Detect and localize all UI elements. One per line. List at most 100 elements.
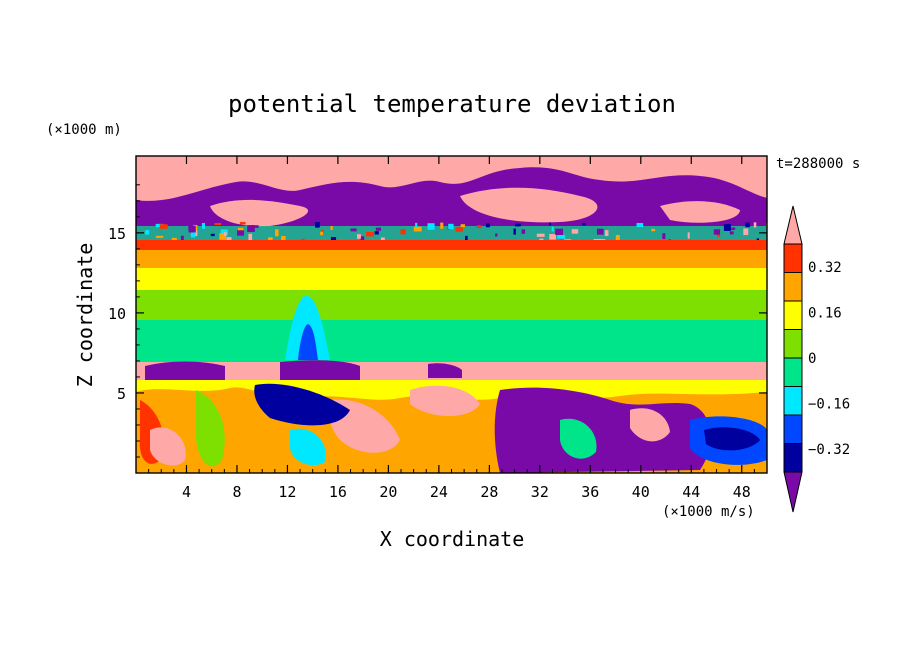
- speckle: [251, 225, 259, 228]
- colorbar-swatch: [783, 414, 803, 444]
- x-tick-label: 20: [379, 483, 397, 501]
- lower-green-swirl: [196, 390, 225, 467]
- colorbar-swatch: [783, 243, 803, 273]
- speckle: [226, 237, 232, 241]
- x-axis-ticks: 4 8 12 16 20 24 28 32 36 40 44 48: [148, 156, 755, 501]
- blue-plume-core: [298, 324, 318, 360]
- colorbar-labels: 0.32 0.16 0 −0.16 −0.32: [808, 260, 850, 458]
- top-pink-patch-b: [460, 187, 598, 223]
- top-pink-patch-a: [210, 199, 309, 227]
- x-tick-label: 48: [733, 483, 751, 501]
- speckle: [515, 223, 521, 227]
- lower-cyan-eddy: [290, 428, 326, 466]
- band-red: [136, 240, 767, 250]
- speckle: [551, 226, 554, 232]
- speckle: [465, 235, 468, 243]
- speckle: [662, 233, 666, 240]
- x-tick-label: 36: [581, 483, 599, 501]
- colorbar-tick-label: 0: [808, 351, 816, 367]
- speckle: [223, 232, 227, 237]
- speckle: [415, 222, 418, 228]
- speckle: [745, 222, 750, 228]
- speckle: [548, 222, 552, 226]
- colorbar-bottom-triangle: [783, 471, 803, 513]
- speckle: [268, 237, 273, 241]
- y-units-label: (×1000 m): [46, 122, 122, 138]
- speckle: [557, 234, 566, 239]
- top-pink-patch-c: [660, 201, 740, 223]
- speckle: [521, 229, 526, 234]
- speckle: [360, 236, 365, 243]
- speckle: [413, 226, 422, 232]
- colorbar-tick-label: 0.32: [808, 260, 842, 276]
- colorbar-swatch: [783, 443, 803, 473]
- time-label: t=288000 s: [776, 156, 860, 172]
- speckle: [729, 231, 734, 235]
- speckle: [582, 222, 586, 226]
- speckle: [440, 222, 444, 229]
- y-tick-label: 5: [117, 385, 126, 403]
- speckle: [571, 229, 579, 234]
- colorbar-top-triangle: [783, 205, 803, 245]
- speckle: [713, 229, 721, 235]
- band-green: [136, 320, 767, 364]
- speckle: [195, 230, 198, 237]
- colorbar-swatch: [783, 300, 803, 330]
- speckle: [155, 223, 164, 228]
- lower-pink-swirl-d: [630, 408, 670, 442]
- speckle: [615, 234, 620, 241]
- y-tick-label: 15: [108, 225, 126, 243]
- colorbar-tick-label: −0.32: [808, 442, 850, 458]
- speckle: [247, 225, 255, 232]
- lower-green-eddy: [560, 418, 597, 459]
- y-axis-label: Z coordinate: [73, 243, 97, 388]
- speckle: [427, 223, 435, 230]
- speckle: [495, 233, 498, 237]
- speckle: [723, 224, 731, 231]
- speckle: [320, 231, 324, 236]
- x-tick-label: 32: [531, 483, 549, 501]
- band-lightgreen: [136, 290, 767, 320]
- x-tick-label: 44: [682, 483, 700, 501]
- speckle: [687, 232, 690, 239]
- speckle: [485, 223, 490, 228]
- speckle: [400, 229, 406, 235]
- x-units-label: (×1000 m/s): [662, 504, 755, 520]
- x-tick-label: 28: [480, 483, 498, 501]
- speckle: [188, 225, 196, 233]
- speckle: [330, 237, 337, 242]
- speckle: [716, 232, 721, 237]
- y-tick-label: 10: [108, 305, 126, 323]
- speckle: [350, 228, 357, 232]
- x-tick-label: 4: [182, 483, 191, 501]
- band-orange: [136, 250, 767, 268]
- speckle: [513, 228, 516, 235]
- speckle: [476, 225, 482, 229]
- speckle: [743, 228, 749, 235]
- speckle: [651, 228, 656, 232]
- colorbar-tick-label: 0.16: [808, 305, 842, 321]
- speckle: [604, 230, 609, 237]
- colorbar-swatch: [783, 386, 803, 416]
- speckle: [455, 226, 463, 232]
- speckle: [539, 238, 544, 241]
- x-tick-label: 40: [632, 483, 650, 501]
- lower-pink-swirl-a: [150, 427, 186, 466]
- purple-low-patch-c: [428, 363, 462, 378]
- speckle: [248, 233, 253, 241]
- speckle: [239, 222, 246, 225]
- x-tick-label: 24: [430, 483, 448, 501]
- colorbar: [783, 205, 803, 513]
- lower-navy-eddy-right: [704, 427, 760, 451]
- speckle: [180, 235, 184, 241]
- speckle: [315, 222, 320, 228]
- speckle: [281, 236, 286, 243]
- speckle: [555, 228, 564, 236]
- speckle: [275, 229, 279, 237]
- speckle: [753, 222, 757, 228]
- speckle: [155, 235, 164, 238]
- speckle: [448, 223, 454, 230]
- lower-purple-region: [494, 387, 711, 473]
- colorbar-tick-label: −0.16: [808, 397, 850, 413]
- band-transition: [136, 226, 767, 240]
